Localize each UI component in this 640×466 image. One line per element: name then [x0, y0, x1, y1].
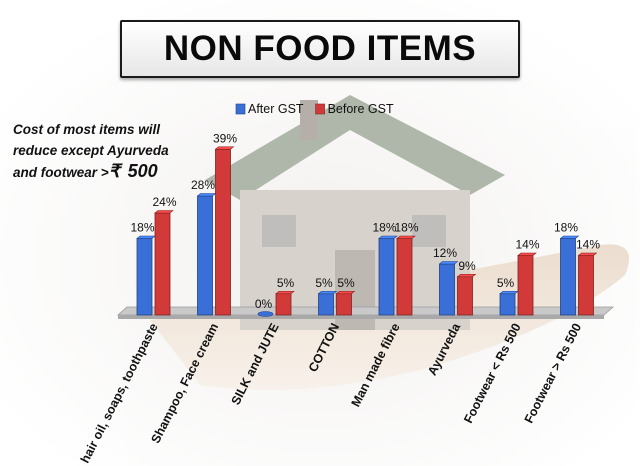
data-label-after-7: 18%: [554, 221, 578, 235]
bar-top-after-4: [378, 235, 398, 239]
data-label-after-0: 18%: [130, 221, 154, 235]
bar-after-6: [499, 293, 516, 316]
annotation-note: Cost of most items will reduce except Ay…: [13, 120, 213, 184]
note-line-2: reduce except Ayurveda: [13, 142, 169, 158]
bar-top-before-0: [154, 210, 174, 214]
legend-label-1: Before GST: [328, 102, 394, 116]
data-label-before-1: 39%: [213, 131, 237, 145]
data-label-before-7: 14%: [576, 238, 600, 252]
legend-swatch-1: [315, 103, 325, 115]
bar-top-before-6: [517, 252, 537, 256]
bar-top-before-7: [577, 252, 598, 256]
bar-after-3: [318, 293, 334, 316]
bar-before-7: [578, 255, 594, 316]
data-label-before-5: 9%: [458, 259, 476, 273]
data-label-after-4: 18%: [372, 221, 396, 235]
bar-before-4: [396, 238, 413, 316]
bar-top-before-1: [214, 146, 235, 150]
legend-swatch-0: [235, 103, 246, 115]
bar-top-after-3: [317, 290, 338, 295]
bar-after-5: [439, 263, 455, 316]
data-label-after-3: 5%: [315, 276, 333, 290]
chart-floor: [116, 306, 615, 316]
title-box: NON FOOD ITEMS: [120, 20, 520, 78]
note-amount: 500: [127, 161, 158, 181]
data-label-before-0: 24%: [152, 195, 176, 209]
bar-top-before-2: [275, 290, 295, 295]
bar-before-5: [457, 276, 473, 316]
bar-top-after-1: [196, 193, 217, 197]
bar-before-2: [275, 293, 292, 316]
bar-top-before-4: [396, 235, 416, 239]
bar-top-after-7: [559, 235, 580, 239]
rupee-symbol: ₹: [108, 161, 121, 181]
note-line-1: Cost of most items will: [13, 122, 161, 137]
bar-after-2: [257, 311, 274, 317]
data-label-before-2: 5%: [277, 276, 295, 290]
data-label-after-2: 0%: [255, 297, 273, 311]
bar-after-7: [560, 238, 576, 316]
bar-top-after-5: [438, 261, 459, 265]
data-label-after-5: 12%: [433, 246, 457, 260]
page-title: NON FOOD ITEMS: [163, 29, 477, 68]
note-line-3-wrap: and footwear >₹ 500: [13, 161, 213, 184]
bar-after-0: [136, 238, 153, 316]
note-line-3: and footwear >: [13, 165, 109, 180]
data-label-after-6: 5%: [497, 276, 515, 290]
bar-top-before-3: [335, 290, 356, 295]
bar-top-before-5: [456, 273, 477, 278]
bar-before-0: [154, 212, 171, 316]
data-label-before-3: 5%: [337, 276, 355, 290]
bar-before-1: [215, 148, 231, 316]
bar-top-after-0: [136, 235, 156, 239]
bar-before-3: [336, 293, 352, 316]
legend-label-0: After GST: [248, 102, 304, 116]
bar-top-after-6: [499, 290, 519, 295]
data-label-before-6: 14%: [515, 238, 539, 252]
chart-floor-edge: [118, 315, 604, 319]
bar-before-6: [517, 255, 534, 316]
bar-after-4: [378, 238, 395, 316]
bar-after-1: [197, 195, 213, 316]
data-label-before-4: 18%: [394, 221, 418, 235]
data-label-after-1: 28%: [191, 178, 215, 192]
